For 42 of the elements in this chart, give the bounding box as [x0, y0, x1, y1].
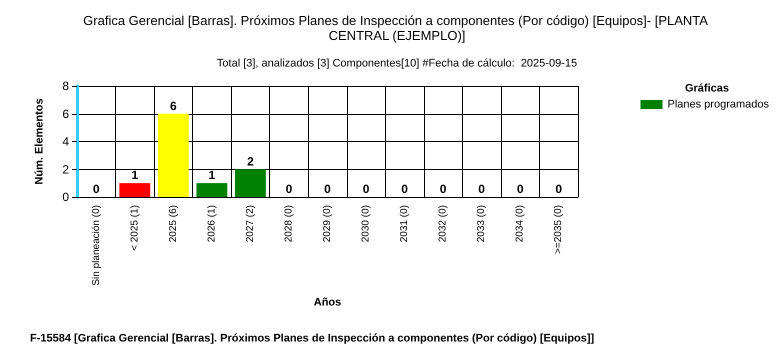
x-tick-label: 2032 (0) [438, 205, 449, 242]
data-label: 0 [401, 182, 408, 196]
data-label: 1 [131, 168, 138, 182]
chart-title: Grafica Gerencial [Barras]. Próximos Planes de Inspección a componentes (Por código) [Equipos]- [PLANTA CENTRAL (EJEMPLO)] [83, 13, 711, 43]
x-tick-label: 2030 (0) [360, 205, 372, 242]
data-label: 2 [247, 154, 254, 168]
x-tick-label: 2031 (0) [399, 205, 410, 242]
y-tick-label: 4 [62, 134, 70, 148]
bar [196, 183, 228, 197]
data-label: 0 [92, 182, 100, 196]
x-tick-label: < 2025 (1) [129, 205, 140, 251]
data-label: 6 [170, 98, 177, 113]
x-tick-label: 2034 (0) [514, 205, 526, 242]
data-label: 0 [516, 182, 524, 196]
y-tick-label: 6 [62, 106, 70, 121]
x-tick-label: 2033 (0) [476, 205, 488, 242]
data-label: 0 [362, 182, 370, 196]
y-tick-label: 0 [62, 190, 70, 204]
data-label: 0 [478, 182, 486, 196]
x-tick-label: 2025 (6) [168, 205, 179, 242]
x-tick-label: Sin planeación (0) [90, 205, 102, 286]
x-tick-label: 2028 (0) [283, 205, 294, 242]
x-axis-title: Años [314, 296, 342, 308]
data-label: 1 [208, 168, 216, 182]
text: F-15584 [Grafica Gerencial [Barras]. Próximos Planes de Inspección a componentes (Por código) [Equipos]] [30, 332, 595, 344]
bar [119, 183, 150, 197]
y-tick-label: 2 [62, 162, 70, 176]
data-label: 0 [555, 182, 562, 196]
legend-title: Gráficas [684, 82, 730, 94]
data-label: 0 [324, 182, 332, 196]
x-tick-label: 2026 (1) [206, 205, 218, 242]
chart-subtitle: Total [3], analizados [3] Componentes[10] #Fecha de cálculo: 2025-09-15 [216, 58, 578, 70]
y-axis-title: Núm. Elementos [34, 98, 46, 185]
y-tick-label: 8 [62, 79, 70, 93]
data-label: 0 [440, 182, 447, 196]
x-tick-label: 2029 (0) [322, 205, 333, 242]
bar [235, 169, 266, 197]
data-label: 0 [286, 182, 293, 196]
x-tick-label: >=2035 (0) [553, 205, 564, 254]
legend-label: Planes programados [667, 98, 770, 110]
x-tick-label: 2027 (2) [244, 205, 256, 242]
bar [158, 114, 189, 197]
